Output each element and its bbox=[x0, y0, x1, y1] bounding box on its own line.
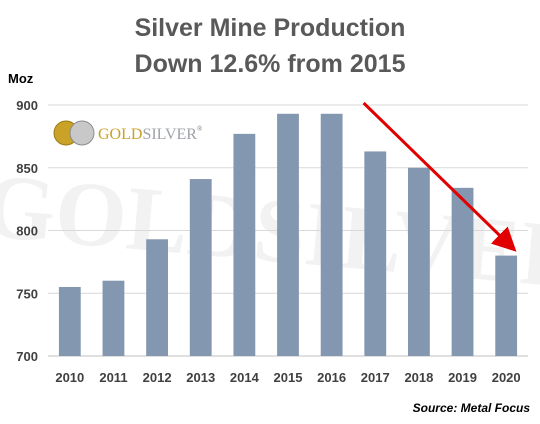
x-tick-label: 2016 bbox=[317, 370, 346, 385]
bar-2010 bbox=[58, 286, 81, 356]
y-tick-label: 750 bbox=[16, 286, 38, 301]
y-tick-label: 900 bbox=[16, 98, 38, 113]
x-tick-label: 2020 bbox=[492, 370, 521, 385]
chart-subtitle: Down 12.6% from 2015 bbox=[135, 50, 406, 78]
y-tick-label: 850 bbox=[16, 161, 38, 176]
bar-2019 bbox=[451, 187, 474, 356]
bar-2020 bbox=[495, 255, 518, 356]
bar-2015 bbox=[277, 113, 299, 356]
bar-2017 bbox=[364, 151, 387, 356]
x-tick-label: 2017 bbox=[361, 370, 390, 385]
y-tick-label: 700 bbox=[16, 349, 38, 364]
bar-2018 bbox=[408, 167, 430, 356]
source-note: Source: Metal Focus bbox=[413, 401, 531, 415]
bar-2016 bbox=[320, 113, 343, 356]
bar-2014 bbox=[233, 133, 256, 356]
bar-2012 bbox=[146, 239, 168, 356]
x-tick-label: 2012 bbox=[143, 370, 172, 385]
y-tick-label: 800 bbox=[16, 224, 38, 239]
bar-2011 bbox=[102, 280, 125, 356]
x-tick-label: 2013 bbox=[186, 370, 215, 385]
x-tick-label: 2014 bbox=[230, 370, 260, 385]
silver-coin-icon bbox=[69, 120, 95, 146]
x-tick-label: 2011 bbox=[99, 370, 127, 385]
x-tick-label: 2015 bbox=[274, 370, 303, 385]
x-axis: 2010 2011 2012 2013 2014 2015 2016 2017 2018 2019… bbox=[55, 370, 520, 385]
goldsilver-logo: GOLDSILVER® bbox=[53, 120, 203, 146]
trend-arrow bbox=[362, 101, 517, 252]
bar-2013 bbox=[189, 179, 212, 356]
chart-title: Silver Mine Production bbox=[135, 14, 406, 42]
y-axis-unit-label: Moz bbox=[8, 71, 34, 86]
x-tick-label: 2019 bbox=[448, 370, 477, 385]
logo-text-gold: GOLD bbox=[98, 126, 142, 143]
svg-text:GOLDSILVER®: GOLDSILVER® bbox=[98, 125, 203, 143]
x-tick-label: 2018 bbox=[404, 370, 433, 385]
y-axis: 700 750 800 850 900 bbox=[16, 98, 38, 364]
bars bbox=[58, 113, 518, 356]
x-tick-label: 2010 bbox=[55, 370, 84, 385]
logo-text-silver: SILVER bbox=[142, 126, 197, 143]
